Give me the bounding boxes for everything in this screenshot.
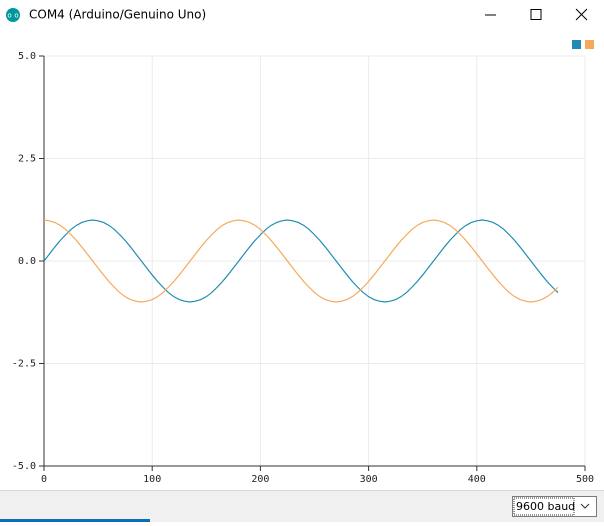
app-icon-glyph: o — [14, 12, 18, 20]
series-line — [43, 219, 559, 303]
app-icon-glyph: o — [7, 12, 11, 20]
y-tick-label: -2.5 — [12, 359, 36, 370]
legend-swatch — [572, 40, 581, 49]
y-tick-label: 5.0 — [18, 51, 36, 62]
y-tick-label: 2.5 — [18, 154, 36, 165]
maximize-button[interactable] — [530, 9, 542, 20]
x-tick-label: 400 — [468, 474, 486, 485]
close-button[interactable] — [575, 8, 588, 21]
x-tick-label: 200 — [251, 474, 269, 485]
dropdown-focus — [513, 497, 575, 516]
app-icon — [6, 8, 20, 22]
series-line — [43, 219, 559, 303]
title-bar — [0, 0, 604, 30]
dropdown-chevron[interactable] — [580, 503, 590, 509]
plot: -5.0 -2.5 0.0 2.5 5.0 0 100 200 300 400 500 — [12, 40, 594, 485]
footer-bar — [0, 490, 604, 522]
x-tick-label: 500 — [576, 474, 594, 485]
baud-label: 9600 baud — [516, 500, 575, 513]
window-title: COM4 (Arduino/Genuino Uno) — [29, 8, 206, 22]
y-tick-label: 0.0 — [18, 256, 36, 267]
y-tick-label: -5.0 — [12, 461, 36, 472]
legend-swatch — [585, 40, 594, 49]
x-tick-label: 300 — [360, 474, 378, 485]
taskbar-strip — [0, 519, 150, 522]
x-tick-label: 0 — [41, 474, 47, 485]
x-tick-label: 100 — [143, 474, 161, 485]
